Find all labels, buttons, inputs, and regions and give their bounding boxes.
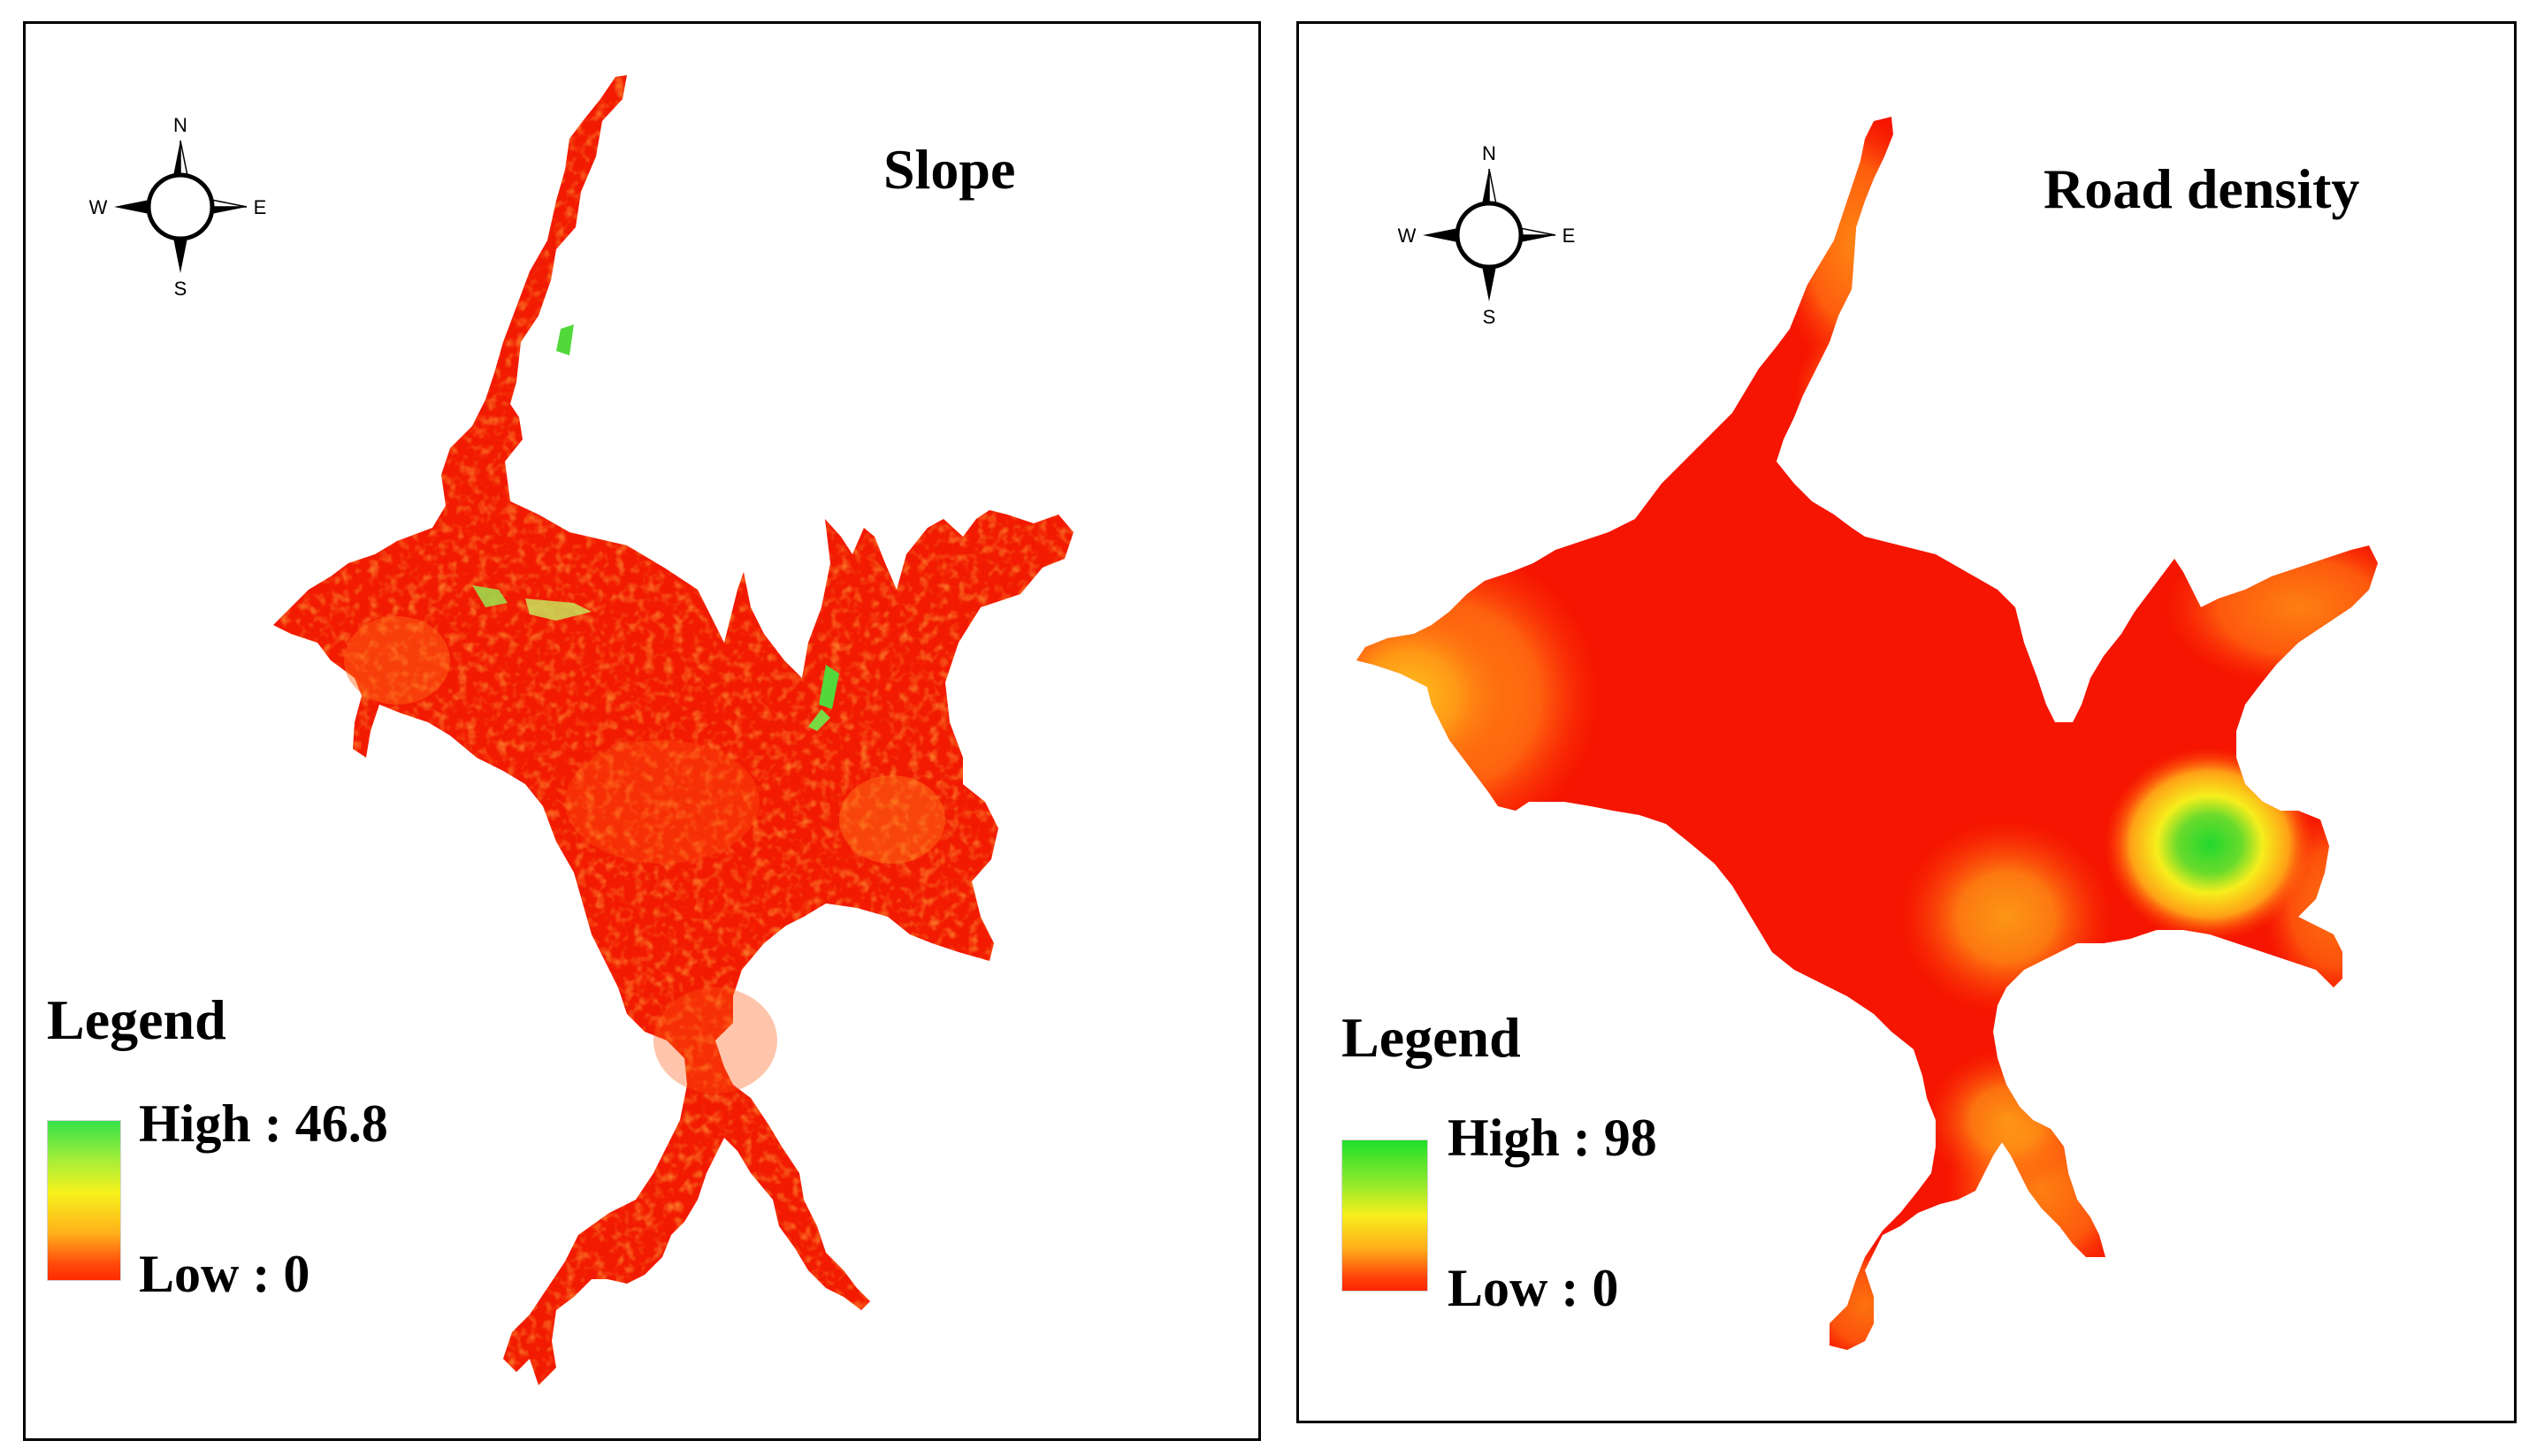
north-arrow-icon: N S E W xyxy=(89,114,267,300)
compass-north-label: N xyxy=(173,114,187,136)
legend-low-label: Low : 0 xyxy=(1448,1259,1619,1317)
legend-high-label: High : 46.8 xyxy=(139,1094,388,1153)
legend-title: Legend xyxy=(1341,1006,1521,1069)
compass-east-label: E xyxy=(1562,225,1576,247)
road-density-hotspot xyxy=(2104,747,2316,941)
north-arrow-icon: N S E W xyxy=(1398,142,1576,328)
legend-color-ramp xyxy=(47,1120,121,1281)
road-density-map-panel: Road density N S E W Legend High : 98 Lo… xyxy=(1296,21,2517,1423)
legend-color-ramp xyxy=(1341,1140,1428,1292)
compass-north-label: N xyxy=(1482,142,1496,164)
road-density-title: Road density xyxy=(2044,157,2360,220)
legend-high-label: High : 98 xyxy=(1448,1109,1657,1167)
legend-title: Legend xyxy=(47,988,226,1051)
compass-east-label: E xyxy=(254,196,267,218)
slope-title: Slope xyxy=(883,138,1016,201)
compass-south-label: S xyxy=(174,278,187,300)
compass-west-label: W xyxy=(89,196,108,218)
slope-map xyxy=(273,75,1073,1385)
slope-map-panel: Slope N S E W Legend High : 46.8 Low : 0 xyxy=(23,21,1261,1441)
legend-low-label: Low : 0 xyxy=(139,1245,310,1303)
compass-south-label: S xyxy=(1483,306,1496,328)
compass-west-label: W xyxy=(1398,225,1417,247)
road-density-map xyxy=(1356,117,2378,1350)
slope-high-patch xyxy=(556,324,574,355)
